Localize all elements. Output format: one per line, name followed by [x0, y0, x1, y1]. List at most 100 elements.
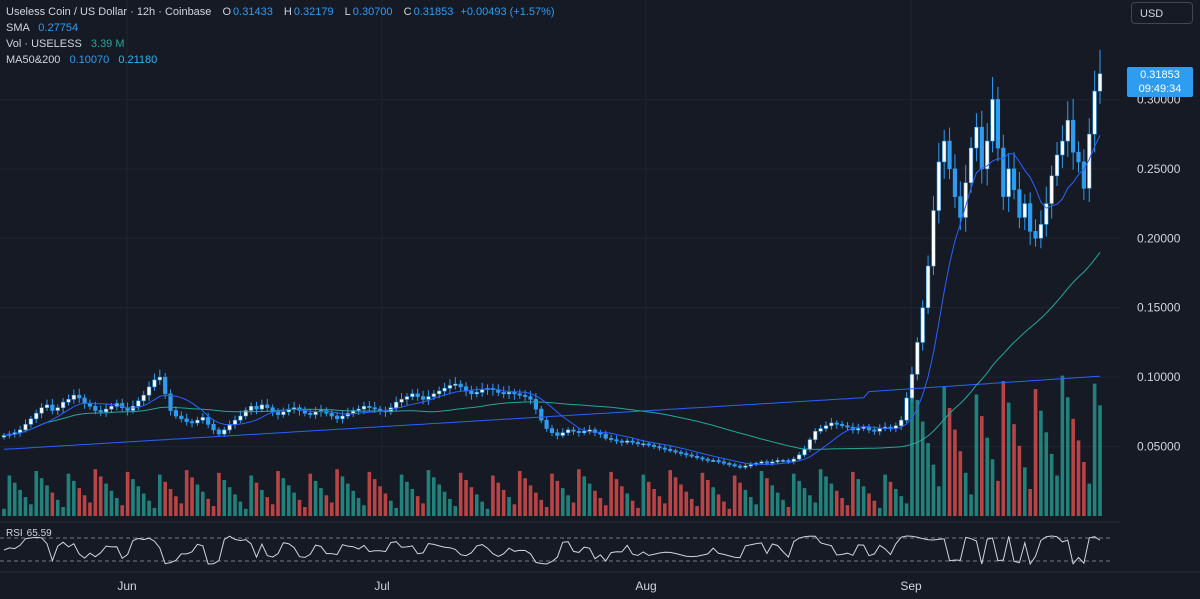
candle-body — [227, 424, 232, 431]
candle-body — [232, 419, 238, 425]
candle-body — [173, 410, 179, 417]
volume-bar — [663, 503, 667, 516]
candle-body — [678, 451, 684, 454]
volume-bar — [759, 471, 764, 516]
candle-body — [189, 421, 195, 424]
candle-body — [356, 408, 361, 411]
candle-body — [329, 412, 334, 417]
legend-sma-row[interactable]: SMA 0.27754 — [6, 20, 555, 36]
price-axis[interactable]: 0.300000.250000.200000.150000.100000.050… — [1137, 92, 1181, 453]
ma50-value: 0.10070 — [69, 54, 110, 66]
candle-body — [1076, 151, 1081, 163]
volume-bar — [1071, 418, 1075, 516]
candle-body — [200, 417, 205, 421]
candle-body — [958, 196, 963, 218]
candle-body — [968, 147, 974, 184]
volume-bar — [953, 429, 957, 516]
candle-body — [404, 396, 410, 400]
volume-bar — [281, 478, 286, 516]
volume-bar — [566, 495, 570, 516]
volume-bar — [297, 499, 302, 516]
volume-bar — [523, 478, 527, 516]
volume-bar — [120, 505, 124, 516]
volume-bar — [474, 494, 479, 516]
volume-bar — [899, 496, 904, 516]
volume-bar — [1022, 467, 1027, 516]
volume-bar — [93, 469, 98, 516]
volume-bar — [72, 480, 76, 516]
candle-body — [823, 425, 829, 429]
volume-bar — [184, 470, 189, 516]
volume-bar — [335, 469, 339, 516]
volume-bar — [534, 492, 538, 516]
volume-value: 3.39 M — [90, 38, 125, 50]
sma-label: SMA — [6, 22, 30, 34]
candle-body — [98, 410, 103, 413]
candle-body — [206, 417, 211, 425]
volume-bar — [985, 437, 989, 516]
volume-bar — [851, 471, 855, 516]
volume-bar — [227, 487, 232, 516]
candle-body — [254, 406, 259, 410]
candle-body — [700, 457, 705, 460]
candle-body — [146, 386, 152, 396]
volume-bar — [276, 471, 280, 516]
candle-body — [668, 449, 673, 452]
candle-body — [1011, 168, 1017, 190]
volume-bar — [39, 478, 44, 516]
volume-bar — [754, 504, 758, 516]
legend-volume-row[interactable]: Vol · USELESS 3.39 M — [6, 36, 555, 52]
candle-body — [872, 429, 877, 432]
volume-bar — [1060, 375, 1065, 516]
candle-body — [995, 99, 1001, 149]
candle-body — [931, 210, 936, 267]
last-price-value: 0.31853 — [1140, 69, 1180, 81]
volume-bar — [1065, 397, 1070, 516]
ma50-line — [3, 252, 1101, 450]
volume-bar — [206, 498, 210, 516]
volume-bar — [292, 492, 296, 516]
change-value: +0.00493 (+1.57%) — [460, 6, 555, 18]
candle-body — [651, 444, 657, 447]
volume-bar — [329, 502, 334, 516]
candle-body — [415, 393, 420, 397]
volume-bar — [1001, 381, 1006, 516]
volume-bar — [469, 487, 474, 516]
candle-body — [39, 407, 44, 414]
time-axis[interactable]: Jun Jul Aug Sep — [117, 579, 922, 593]
candle-body — [1081, 161, 1086, 189]
volume-bar — [1028, 489, 1032, 516]
time-tick-label: Aug — [635, 579, 656, 593]
candle-body — [1044, 203, 1049, 225]
volume-bar — [904, 503, 909, 516]
candle-body — [1028, 203, 1033, 232]
candle-body — [1092, 90, 1097, 135]
volume-bar — [324, 495, 329, 516]
candle-body — [582, 430, 587, 433]
volume-bar — [1082, 462, 1086, 516]
volume-bar — [23, 497, 28, 516]
candle-body — [743, 465, 748, 468]
volume-bar — [464, 480, 468, 516]
volume-bar — [996, 480, 1000, 516]
candle-body — [1071, 119, 1076, 153]
volume-bar — [808, 495, 812, 516]
candle-body — [727, 462, 732, 465]
volume-bar — [620, 486, 624, 516]
volume-bar — [18, 489, 22, 516]
volume-bar — [340, 476, 345, 516]
candle-body — [136, 400, 141, 407]
volume-bar — [158, 474, 162, 516]
rsi-legend[interactable]: RSI 65.59 — [6, 528, 52, 539]
symbol-title[interactable]: Useless Coin / US Dollar · 12h · Coinbas… — [6, 6, 212, 18]
candle-body — [431, 393, 436, 397]
candle-body — [179, 415, 184, 420]
volume-bar — [845, 505, 850, 516]
currency-button[interactable]: USD — [1131, 2, 1193, 24]
volume-bar — [286, 485, 291, 516]
legend-ma-row[interactable]: MA50&200 0.10070 0.21180 — [6, 52, 555, 68]
candle-body — [845, 425, 850, 428]
volume-bar — [61, 507, 65, 516]
volume-bar — [695, 506, 699, 516]
